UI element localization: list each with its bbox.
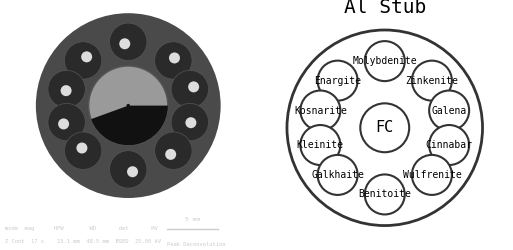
Circle shape [120, 32, 130, 43]
Circle shape [318, 155, 358, 195]
Circle shape [412, 155, 452, 195]
Circle shape [429, 90, 469, 130]
Circle shape [110, 151, 147, 188]
Text: Z Cont  17 x    15.1 mm  48.5 mm  BSED  25.00 kV: Z Cont 17 x 15.1 mm 48.5 mm BSED 25.00 k… [5, 238, 161, 244]
Circle shape [171, 70, 209, 108]
Circle shape [36, 13, 221, 198]
Text: Kosnarite: Kosnarite [294, 106, 347, 116]
Circle shape [300, 90, 340, 130]
Circle shape [63, 113, 74, 124]
Circle shape [169, 142, 180, 153]
Circle shape [365, 174, 405, 214]
Text: Wulfrenite: Wulfrenite [403, 170, 461, 180]
Circle shape [65, 132, 102, 170]
Circle shape [300, 125, 340, 165]
Wedge shape [91, 106, 168, 145]
Circle shape [48, 70, 85, 108]
Circle shape [79, 52, 90, 62]
Text: Galena: Galena [431, 106, 467, 116]
Circle shape [318, 61, 358, 101]
Text: Al Stub: Al Stub [344, 0, 426, 17]
Circle shape [110, 23, 147, 60]
Circle shape [365, 41, 405, 81]
Circle shape [186, 116, 196, 127]
Circle shape [154, 132, 192, 170]
Text: 5 mm: 5 mm [185, 217, 200, 222]
Text: Zinkenite: Zinkenite [405, 76, 458, 86]
Circle shape [287, 30, 483, 226]
Circle shape [154, 42, 192, 79]
Circle shape [185, 80, 195, 91]
Circle shape [360, 103, 409, 152]
Circle shape [65, 82, 76, 93]
Text: Enargite: Enargite [314, 76, 361, 86]
Circle shape [412, 61, 452, 101]
Circle shape [127, 104, 130, 107]
Circle shape [166, 58, 177, 69]
Text: Kleinite: Kleinite [297, 140, 344, 150]
Circle shape [89, 66, 168, 145]
Circle shape [127, 164, 137, 175]
Text: Molybdenite: Molybdenite [352, 56, 417, 66]
Text: Galkhaite: Galkhaite [311, 170, 364, 180]
Circle shape [74, 149, 85, 160]
Text: Peak Deconvolution: Peak Deconvolution [167, 242, 226, 247]
Text: Cinnabar: Cinnabar [426, 140, 472, 150]
Circle shape [171, 104, 209, 141]
Circle shape [429, 125, 469, 165]
Text: FC: FC [376, 120, 394, 135]
Text: mode  mag      HFW        WD       det       HV: mode mag HFW WD det HV [5, 226, 158, 230]
Text: Benitoite: Benitoite [358, 190, 411, 200]
Circle shape [65, 42, 102, 79]
Circle shape [48, 104, 85, 141]
